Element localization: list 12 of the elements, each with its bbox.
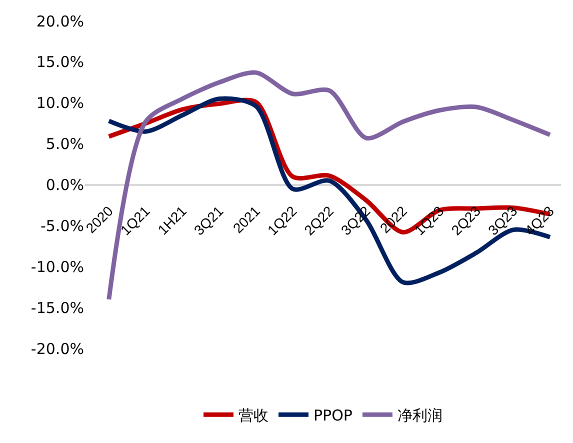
legend-label: PPOP <box>314 406 352 424</box>
y-tick-label: 0.0% <box>46 176 84 194</box>
y-tick-label: -20.0% <box>30 340 84 358</box>
y-tick-label: 15.0% <box>36 53 84 72</box>
y-tick-label: 5.0% <box>46 135 84 154</box>
y-tick-label: 10.0% <box>36 94 84 112</box>
legend-label: 营收 <box>238 406 268 424</box>
legend-label: 净利润 <box>397 406 442 424</box>
y-tick-label: -10.0% <box>30 258 84 276</box>
y-tick-label: 20.0% <box>36 12 84 30</box>
y-tick-label: -5.0% <box>40 216 84 235</box>
y-tick-label: -15.0% <box>30 298 84 317</box>
